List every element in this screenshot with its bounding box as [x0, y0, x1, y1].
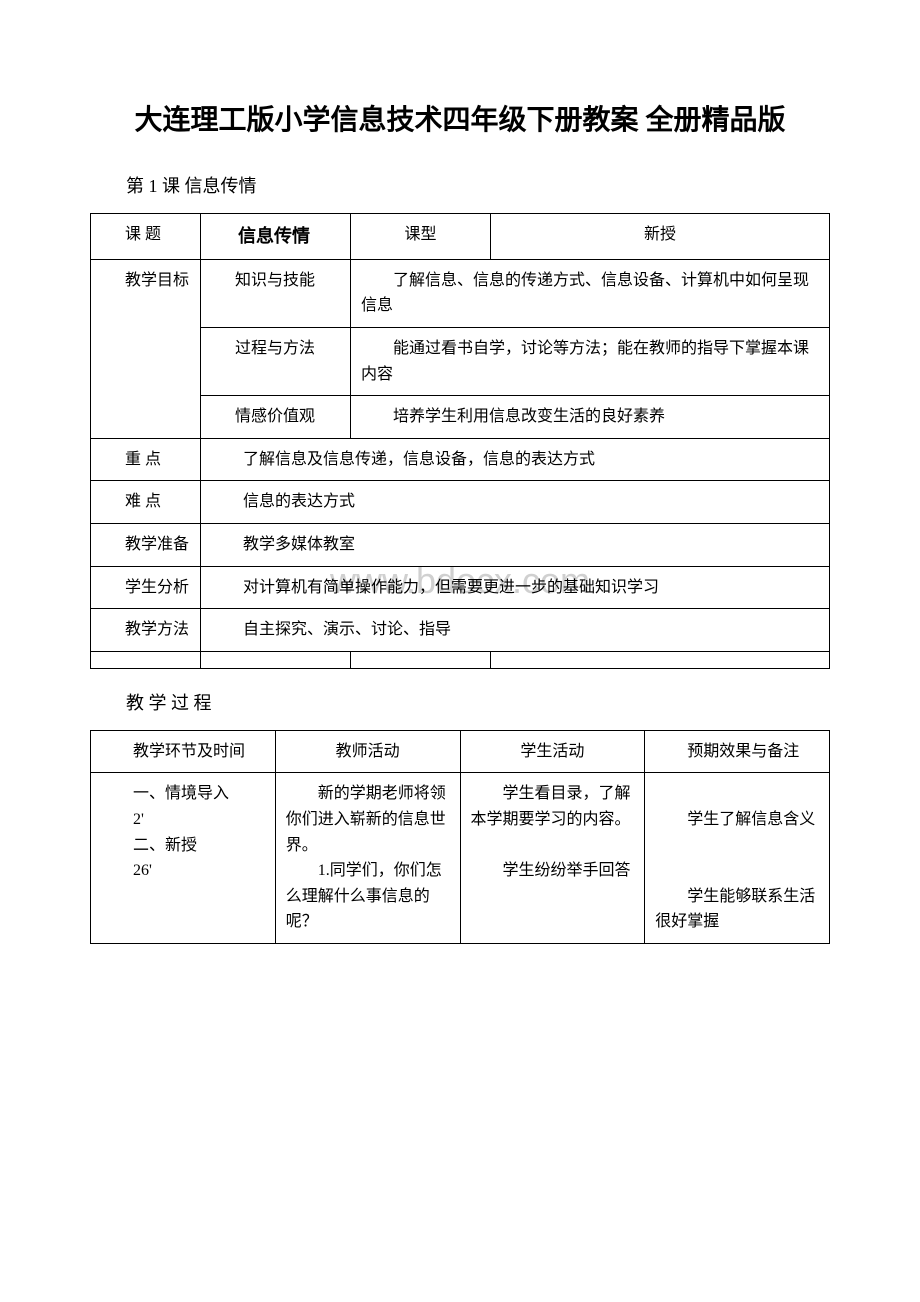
segment-line: 二、新授 — [101, 833, 265, 859]
emotion-value: 培养学生利用信息改变生活的良好素养 — [351, 396, 830, 439]
emotion-label: 情感价值观 — [201, 396, 351, 439]
student-line: 学生纷纷举手回答 — [471, 858, 635, 884]
table-row — [91, 651, 830, 668]
document-title: 大连理工版小学信息技术四年级下册教案 全册精品版 — [90, 100, 830, 142]
lesson-info-table: 课 题 信息传情 课型 新授 教学目标 知识与技能 了解信息、信息的传递方式、信… — [90, 213, 830, 669]
header-segment: 教学环节及时间 — [91, 730, 276, 773]
difficulty-value: 信息的表达方式 — [201, 481, 830, 524]
student-line: 学生看目录，了解本学期要学习的内容。 — [471, 781, 635, 832]
table-row: 重 点 了解信息及信息传递，信息设备，信息的表达方式 — [91, 438, 830, 481]
table-row: 学生分析 对计算机有简单操作能力，但需要更进一步的基础知识学习 — [91, 566, 830, 609]
header-expected: 预期效果与备注 — [645, 730, 830, 773]
type-label: 课型 — [351, 214, 491, 260]
objectives-label: 教学目标 — [91, 259, 201, 438]
method-value: 自主探究、演示、讨论、指导 — [201, 609, 830, 652]
difficulty-label: 难 点 — [91, 481, 201, 524]
process-header: 教 学 过 程 — [90, 689, 830, 715]
empty-cell — [351, 651, 491, 668]
header-teacher: 教师活动 — [275, 730, 460, 773]
empty-cell — [201, 651, 351, 668]
empty-cell — [91, 651, 201, 668]
teacher-line: 新的学期老师将领你们进入崭新的信息世界。 — [286, 781, 450, 858]
keypoint-value: 了解信息及信息传递，信息设备，信息的表达方式 — [201, 438, 830, 481]
table-row: 情感价值观 培养学生利用信息改变生活的良好素养 — [91, 396, 830, 439]
segment-cell: 一、情境导入 2' 二、新授 26' — [91, 773, 276, 944]
table-row: 教学方法 自主探究、演示、讨论、指导 — [91, 609, 830, 652]
table-row: 难 点 信息的表达方式 — [91, 481, 830, 524]
segment-line: 26' — [101, 858, 265, 884]
table-row: 教学环节及时间 教师活动 学生活动 预期效果与备注 — [91, 730, 830, 773]
preparation-value: 教学多媒体教室 — [201, 523, 830, 566]
student-cell: 学生看目录，了解本学期要学习的内容。 学生纷纷举手回答 — [460, 773, 645, 944]
empty-cell — [491, 651, 830, 668]
process-label: 过程与方法 — [201, 327, 351, 395]
table-row: 过程与方法 能通过看书自学，讨论等方法；能在教师的指导下掌握本课内容 — [91, 327, 830, 395]
table-row: 教学目标 知识与技能 了解信息、信息的传递方式、信息设备、计算机中如何呈现信息 — [91, 259, 830, 327]
teacher-line: 1.同学们，你们怎么理解什么事信息的呢？ — [286, 858, 450, 935]
expected-line: 学生能够联系生活很好掌握 — [655, 884, 819, 935]
expected-line: 学生了解信息含义 — [655, 807, 819, 833]
table-row: 教学准备 教学多媒体教室 — [91, 523, 830, 566]
expected-cell: 学生了解信息含义 学生能够联系生活很好掌握 — [645, 773, 830, 944]
analysis-label: 学生分析 — [91, 566, 201, 609]
process-value: 能通过看书自学，讨论等方法；能在教师的指导下掌握本课内容 — [351, 327, 830, 395]
method-label: 教学方法 — [91, 609, 201, 652]
topic-label: 课 题 — [91, 214, 201, 260]
segment-line: 一、情境导入 — [101, 781, 265, 807]
preparation-label: 教学准备 — [91, 523, 201, 566]
analysis-value: 对计算机有简单操作能力，但需要更进一步的基础知识学习 — [201, 566, 830, 609]
teaching-process-table: 教学环节及时间 教师活动 学生活动 预期效果与备注 一、情境导入 2' 二、新授… — [90, 730, 830, 944]
type-value: 新授 — [491, 214, 830, 260]
segment-line: 2' — [101, 807, 265, 833]
teacher-cell: 新的学期老师将领你们进入崭新的信息世界。 1.同学们，你们怎么理解什么事信息的呢… — [275, 773, 460, 944]
knowledge-value: 了解信息、信息的传递方式、信息设备、计算机中如何呈现信息 — [351, 259, 830, 327]
knowledge-label: 知识与技能 — [201, 259, 351, 327]
table-row: 一、情境导入 2' 二、新授 26' 新的学期老师将领你们进入崭新的信息世界。 … — [91, 773, 830, 944]
keypoint-label: 重 点 — [91, 438, 201, 481]
lesson-subtitle: 第 1 课 信息传情 — [90, 172, 830, 198]
table-row: 课 题 信息传情 课型 新授 — [91, 214, 830, 260]
topic-value: 信息传情 — [201, 214, 351, 260]
header-student: 学生活动 — [460, 730, 645, 773]
